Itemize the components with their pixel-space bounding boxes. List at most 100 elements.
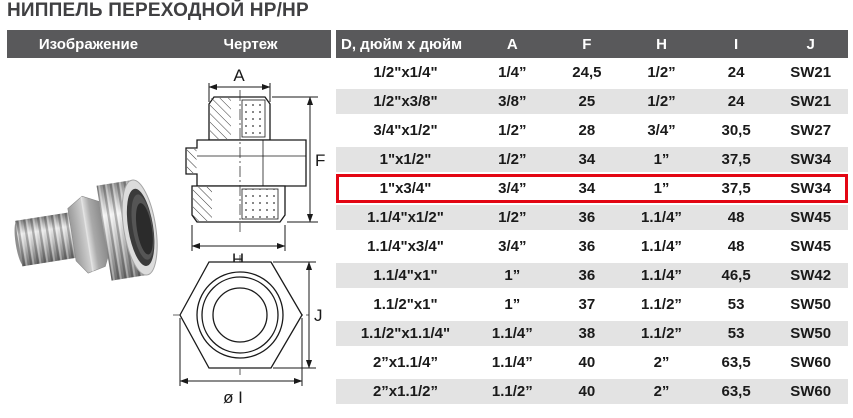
cell-d: 1.1/4"x1/2" [367, 209, 444, 226]
cell-h: 1/2” [647, 64, 676, 81]
cell-a: 1/4” [498, 64, 527, 81]
table-row[interactable]: 1"x1/2" 1/2” 34 1” 37,5 SW34 [336, 145, 848, 174]
cell-a: 1.1/4” [491, 354, 533, 371]
hatch-area [187, 149, 197, 173]
dimension-f [272, 96, 318, 223]
cell-j: SW50 [790, 296, 832, 313]
cell-h: 1.1/2” [641, 296, 682, 313]
cell-f: 25 [578, 93, 596, 110]
dim-label-i: ø I [223, 388, 243, 407]
thread-area [241, 99, 279, 220]
cell-h: 3/4” [647, 122, 676, 139]
cell-h: 1.1/4” [641, 238, 682, 255]
cell-h: 1.1/4” [641, 267, 682, 284]
technical-drawing: A F H J ø [173, 66, 325, 407]
table-row[interactable]: 3/4"x1/2" 1/2” 28 3/4” 30,5 SW27 [336, 116, 848, 145]
dimension-j [273, 261, 316, 369]
dim-label-a: A [233, 66, 245, 85]
cell-a: 3/4” [498, 180, 527, 197]
cell-i: 24 [727, 93, 745, 110]
cell-i: 63,5 [721, 354, 751, 371]
cell-a: 1/2” [498, 122, 527, 139]
cell-j: SW21 [790, 93, 832, 110]
cell-f: 36 [578, 238, 596, 255]
cell-h: 1/2” [647, 93, 676, 110]
cell-j: SW60 [790, 383, 832, 400]
cell-d: 2”x1.1/2” [372, 383, 439, 400]
cell-f: 24,5 [572, 64, 602, 81]
table-row[interactable]: 1.1/2"x1" 1” 37 1.1/2” 53 SW50 [336, 290, 848, 319]
table-row[interactable]: 2”x1.1/4” 1.1/4” 40 2” 63,5 SW60 [336, 348, 848, 377]
cell-h: 1” [653, 180, 670, 197]
cell-i: 53 [727, 296, 745, 313]
cell-h: 1.1/2” [641, 325, 682, 342]
dimension-i [179, 318, 303, 386]
cell-a: 3/8” [498, 93, 527, 110]
cell-d: 1.1/4"x1" [373, 267, 438, 284]
column-header-a: A [506, 35, 518, 53]
cell-j: SW27 [790, 122, 832, 139]
cell-a: 1/2” [498, 209, 527, 226]
table-row[interactable]: 1.1/4"x1/2" 1/2” 36 1.1/4” 48 SW45 [336, 203, 848, 232]
cell-d: 2”x1.1/4” [372, 354, 439, 371]
cell-j: SW45 [790, 209, 832, 226]
cell-d: 1.1/2"x1.1/4" [360, 325, 451, 342]
cell-f: 38 [578, 325, 596, 342]
cell-i: 24 [727, 64, 745, 81]
cell-f: 40 [578, 383, 596, 400]
cell-d: 1/2"x1/4" [373, 64, 438, 81]
hatch-area [210, 98, 231, 139]
dim-label-f: F [315, 151, 325, 170]
product-photo [14, 179, 158, 281]
cell-i: 46,5 [721, 267, 751, 284]
spec-table-body: 1/2"x1/4" 1/4” 24,5 1/2” 24 SW21 1/2"x3/8" 3/8”… [336, 58, 848, 406]
cell-a: 1.1/2” [491, 383, 533, 400]
column-header-h: H [656, 35, 667, 53]
cell-h: 2” [653, 383, 670, 400]
cell-d: 1"x3/4" [379, 180, 432, 197]
cell-f: 40 [578, 354, 596, 371]
table-row[interactable]: 1.1/4"x3/4" 3/4” 36 1.1/4” 48 SW45 [336, 232, 848, 261]
cell-i: 63,5 [721, 383, 751, 400]
cell-i: 53 [727, 325, 745, 342]
table-row[interactable]: 2”x1.1/2” 1.1/2” 40 2” 63,5 SW60 [336, 377, 848, 406]
cell-a: 1/2” [498, 151, 527, 168]
column-header-i: I [734, 35, 739, 53]
dimension-a [208, 83, 271, 102]
cell-a: 1” [504, 267, 521, 284]
table-row-highlighted[interactable]: 1"x3/4" 3/4” 34 1” 37,5 SW34 [336, 174, 848, 203]
cell-h: 1” [653, 151, 670, 168]
spec-table-header: D, дюйм х дюйм A F H I J [336, 30, 848, 58]
cell-f: 34 [578, 180, 596, 197]
table-row[interactable]: 1.1/4"x1" 1” 36 1.1/4” 46,5 SW42 [336, 261, 848, 290]
table-row[interactable]: 1/2"x3/8" 3/8” 25 1/2” 24 SW21 [336, 87, 848, 116]
dimension-h [191, 225, 286, 251]
column-header-image: Изображение [38, 35, 139, 53]
cell-f: 34 [578, 151, 596, 168]
cell-j: SW21 [790, 64, 832, 81]
left-panel-header: Изображение Чертеж [7, 30, 331, 58]
cell-d: 3/4"x1/2" [373, 122, 438, 139]
table-row[interactable]: 1/2"x1/4" 1/4” 24,5 1/2” 24 SW21 [336, 58, 848, 87]
cell-i: 48 [727, 238, 745, 255]
cell-f: 28 [578, 122, 596, 139]
cell-h: 1.1/4” [641, 209, 682, 226]
cell-a: 3/4” [498, 238, 527, 255]
cell-i: 48 [727, 209, 745, 226]
cell-j: SW60 [790, 354, 832, 371]
column-header-j: J [806, 35, 815, 53]
cell-i: 37,5 [721, 180, 751, 197]
cell-d: 1.1/2"x1" [373, 296, 438, 313]
hex-end-view [179, 261, 303, 369]
page-title: НИППЕЛЬ ПЕРЕХОДНОЙ НР/НР [7, 0, 309, 21]
table-row[interactable]: 1.1/2"x1.1/4" 1.1/4” 38 1.1/2” 53 SW50 [336, 319, 848, 348]
cell-a: 1.1/4” [491, 325, 533, 342]
cell-i: 37,5 [721, 151, 751, 168]
column-header-d: D, дюйм х дюйм [341, 35, 463, 53]
cell-d: 1.1/4"x3/4" [367, 238, 444, 255]
cell-i: 30,5 [721, 122, 751, 139]
dim-label-j: J [314, 306, 323, 325]
cell-h: 2” [653, 354, 670, 371]
spec-table: D, дюйм х дюйм A F H I J 1/2"x1/4" 1/4” 24… [336, 30, 848, 406]
